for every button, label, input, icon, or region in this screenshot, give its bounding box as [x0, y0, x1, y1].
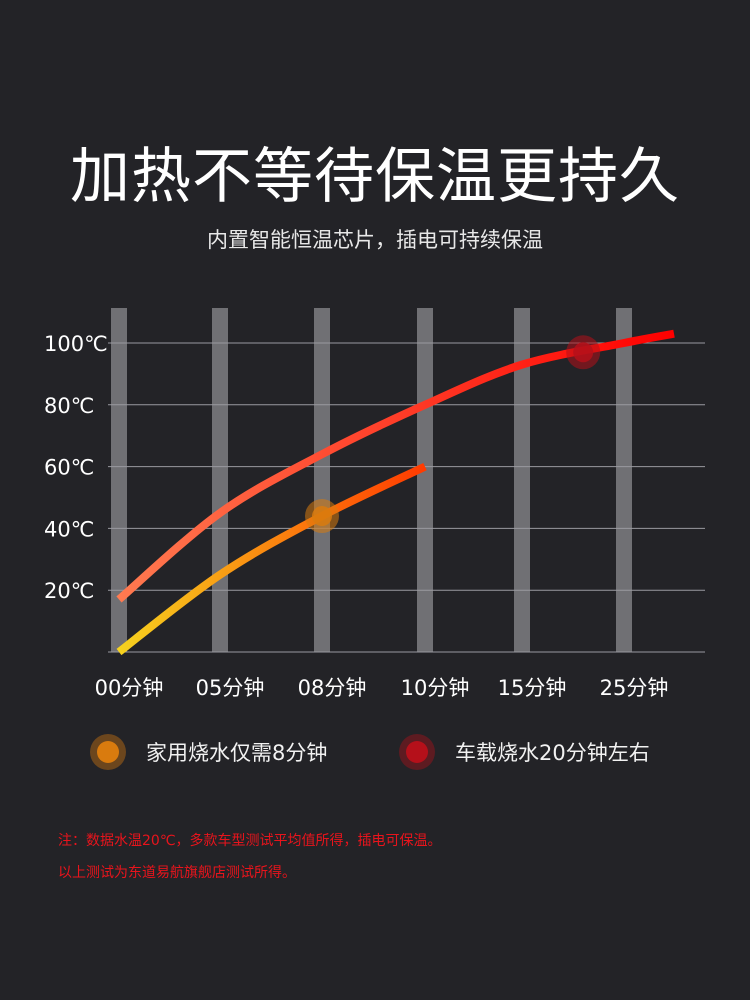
page-title: 加热不等待保温更持久 — [70, 142, 680, 212]
legend-home-icon — [90, 734, 126, 770]
x-tick-label-1: 05分钟 — [196, 676, 265, 700]
y-tick-label-3: 40℃ — [44, 517, 94, 541]
note-line-1: 注：数据水温20℃，多款车型测试平均值所得，插电可保温。 — [58, 833, 442, 849]
column-bar-2 — [314, 308, 330, 652]
legend-home-label: 家用烧水仅需8分钟 — [146, 741, 328, 765]
x-tick-label-3: 10分钟 — [401, 676, 470, 700]
y-tick-label-0: 100℃ — [44, 332, 108, 356]
column-bar-5 — [616, 308, 632, 652]
legend-car-label: 车载烧水20分钟左右 — [455, 741, 650, 765]
x-tick-label-5: 25分钟 — [600, 676, 669, 700]
column-bar-0 — [111, 308, 127, 652]
note-line-2: 以上测试为东道易航旗舰店测试所得。 — [58, 865, 296, 881]
y-tick-label-2: 60℃ — [44, 456, 94, 480]
y-tick-label-1: 80℃ — [44, 394, 94, 418]
heating-chart: 100℃ 80℃ 60℃ 40℃ 20℃ 00分钟 05分钟 08分钟 10分钟 15分钟 25分… — [44, 308, 705, 700]
series-car-line — [116, 329, 675, 603]
marker-car — [573, 342, 594, 363]
marker-home — [312, 506, 332, 527]
column-bar-4 — [514, 308, 530, 652]
series-home-line — [116, 462, 427, 656]
y-tick-label-4: 20℃ — [44, 579, 94, 603]
x-tick-label-0: 00分钟 — [95, 676, 164, 700]
page-subtitle: 内置智能恒温芯片，插电可持续保温 — [207, 228, 543, 252]
legend-car-icon — [399, 734, 435, 770]
x-tick-label-2: 08分钟 — [298, 676, 367, 700]
legend-home: 家用烧水仅需8分钟 — [90, 734, 327, 770]
column-bar-3 — [417, 308, 433, 652]
legend-car: 车载烧水20分钟左右 — [399, 734, 650, 770]
x-tick-label-4: 15分钟 — [498, 676, 567, 700]
column-bar-1 — [212, 308, 228, 652]
